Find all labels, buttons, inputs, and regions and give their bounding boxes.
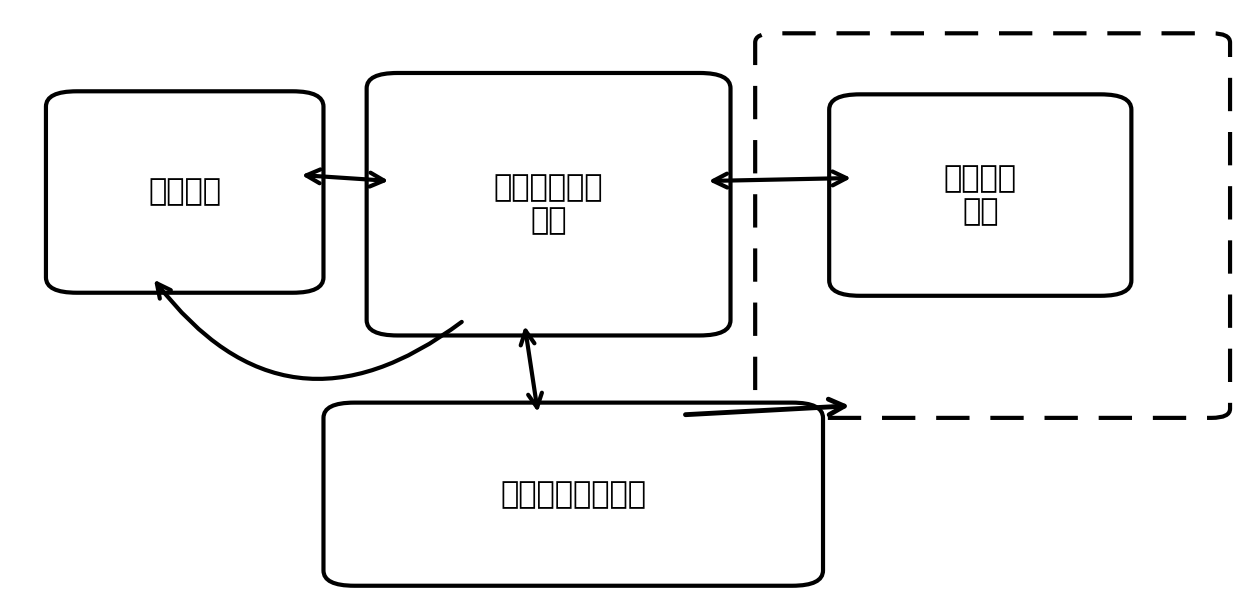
FancyBboxPatch shape bbox=[756, 33, 1230, 418]
Text: 快速控制电子
元件: 快速控制电子 元件 bbox=[494, 173, 603, 235]
FancyBboxPatch shape bbox=[829, 94, 1131, 296]
Text: 样品环境控制模块: 样品环境控制模块 bbox=[501, 480, 647, 509]
Text: 通信终端: 通信终端 bbox=[149, 177, 222, 206]
FancyBboxPatch shape bbox=[367, 73, 731, 336]
FancyBboxPatch shape bbox=[323, 403, 823, 586]
Text: 多功能样
品室: 多功能样 品室 bbox=[944, 164, 1017, 226]
FancyBboxPatch shape bbox=[46, 91, 323, 293]
